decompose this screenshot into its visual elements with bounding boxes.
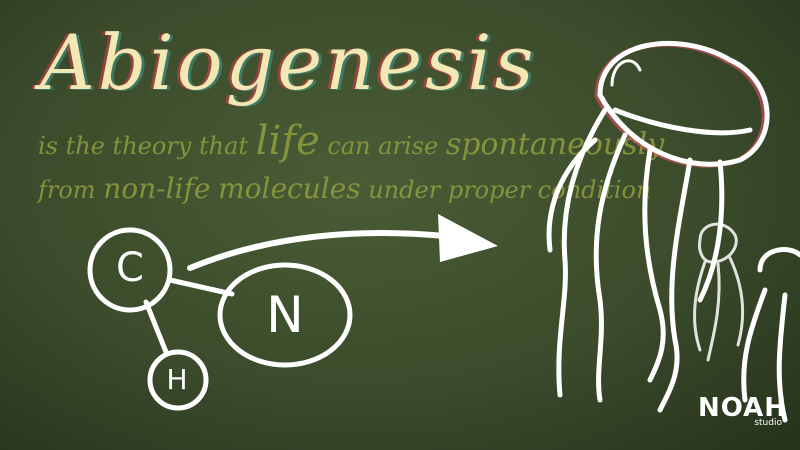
definition-text-1: is the theory that <box>38 132 249 160</box>
arrow-icon <box>187 214 498 271</box>
nitrogen-atom-circle <box>217 262 353 368</box>
jellyfish-large-icon <box>546 40 770 413</box>
definition-line-1: is the theory that life can arise sponta… <box>38 118 664 164</box>
definition-emphasis-life: life <box>255 118 320 164</box>
hydrogen-atom-circle <box>147 349 209 411</box>
definition-emphasis-nonlife: non-life <box>103 172 211 205</box>
jellyfish-edge-icon <box>741 247 800 423</box>
hydrogen-atom-label: H <box>166 363 188 396</box>
molecule-bonds <box>143 277 235 355</box>
logo-subtitle: studio <box>754 418 782 428</box>
molecule-atoms <box>87 227 353 411</box>
logo-name: NOAH <box>698 393 788 423</box>
page-title: Abiogenesis <box>40 18 537 107</box>
nitrogen-atom-label: N <box>266 286 304 344</box>
definition-emphasis-molecules: molecules <box>218 172 361 205</box>
carbon-atom-label: C <box>116 245 144 291</box>
jellyfish-small-icon <box>693 222 745 362</box>
definition-text-3: from <box>38 176 96 204</box>
definition-text-2: can arise <box>327 132 439 160</box>
studio-logo: NOAH studio <box>698 393 788 434</box>
carbon-atom-circle <box>87 227 173 313</box>
